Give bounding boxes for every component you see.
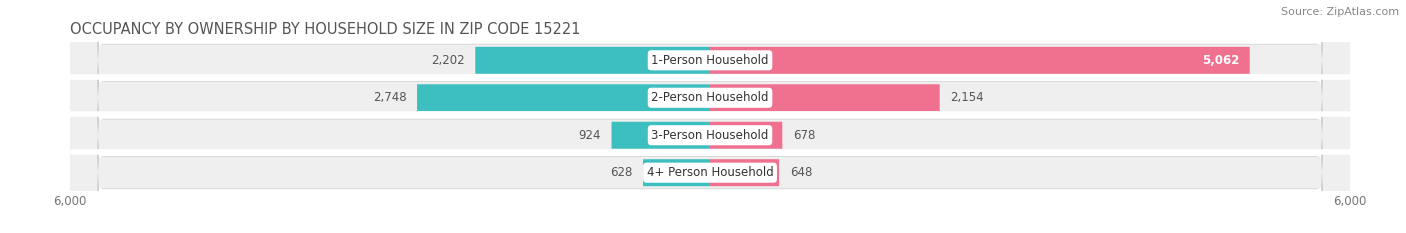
Text: 2,748: 2,748 bbox=[373, 91, 406, 104]
Text: 3-Person Household: 3-Person Household bbox=[651, 129, 769, 142]
Text: 628: 628 bbox=[610, 166, 633, 179]
Text: 1-Person Household: 1-Person Household bbox=[651, 54, 769, 67]
FancyBboxPatch shape bbox=[70, 0, 1350, 233]
FancyBboxPatch shape bbox=[710, 122, 782, 149]
FancyBboxPatch shape bbox=[70, 0, 1350, 233]
FancyBboxPatch shape bbox=[475, 47, 710, 74]
FancyBboxPatch shape bbox=[710, 84, 939, 111]
Text: Source: ZipAtlas.com: Source: ZipAtlas.com bbox=[1281, 7, 1399, 17]
Text: OCCUPANCY BY OWNERSHIP BY HOUSEHOLD SIZE IN ZIP CODE 15221: OCCUPANCY BY OWNERSHIP BY HOUSEHOLD SIZE… bbox=[70, 22, 581, 37]
FancyBboxPatch shape bbox=[643, 159, 710, 186]
FancyBboxPatch shape bbox=[70, 0, 1350, 233]
FancyBboxPatch shape bbox=[70, 0, 1350, 233]
FancyBboxPatch shape bbox=[418, 84, 710, 111]
Text: 4+ Person Household: 4+ Person Household bbox=[647, 166, 773, 179]
FancyBboxPatch shape bbox=[710, 47, 1250, 74]
Text: 924: 924 bbox=[578, 129, 600, 142]
FancyBboxPatch shape bbox=[70, 0, 1350, 233]
FancyBboxPatch shape bbox=[70, 0, 1350, 233]
FancyBboxPatch shape bbox=[70, 0, 1350, 233]
Text: 2,202: 2,202 bbox=[432, 54, 464, 67]
Text: 678: 678 bbox=[793, 129, 815, 142]
FancyBboxPatch shape bbox=[70, 0, 1350, 233]
FancyBboxPatch shape bbox=[710, 159, 779, 186]
Text: 2,154: 2,154 bbox=[950, 91, 984, 104]
FancyBboxPatch shape bbox=[612, 122, 710, 149]
Text: 2-Person Household: 2-Person Household bbox=[651, 91, 769, 104]
Text: 648: 648 bbox=[790, 166, 813, 179]
Text: 5,062: 5,062 bbox=[1202, 54, 1239, 67]
